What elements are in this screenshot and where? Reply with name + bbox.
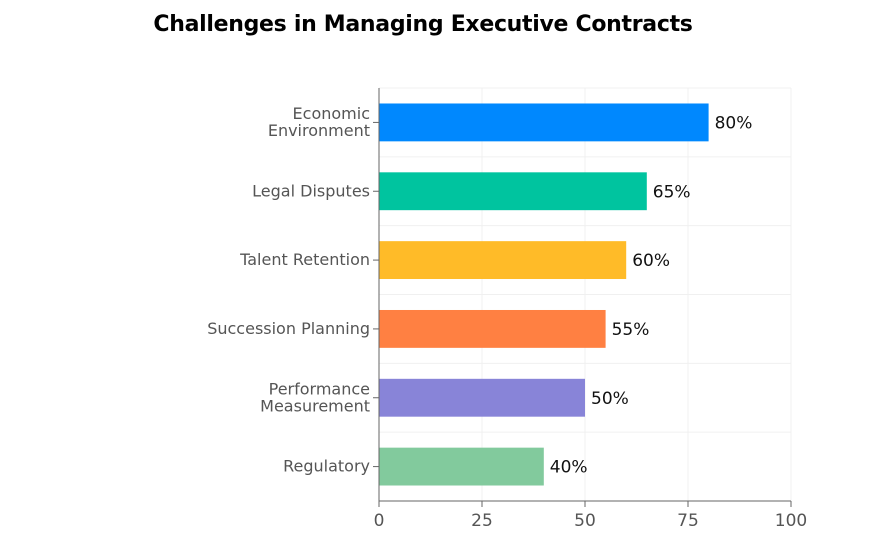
x-tick-label: 50: [574, 511, 596, 531]
category-label-line: Environment: [268, 121, 370, 140]
category-label: Regulatory: [283, 457, 370, 476]
category-label-line: Succession Planning: [207, 319, 370, 338]
category-label-line: Regulatory: [283, 457, 370, 476]
x-tick-label: 0: [374, 511, 385, 531]
x-axis-ticks: 0 25 50 75 100: [374, 501, 807, 531]
category-label: Legal Disputes: [252, 181, 370, 200]
category-label-line: Talent Retention: [239, 250, 370, 269]
category-label: Performance Measurement: [260, 379, 370, 415]
x-tick-label: 100: [775, 511, 807, 531]
data-label: 60%: [632, 251, 670, 271]
y-axis-categories: Economic Environment Legal Disputes Talent …: [207, 104, 370, 476]
data-label: 40%: [550, 458, 588, 478]
data-label: 50%: [591, 389, 629, 409]
bar-economic-environment: [379, 103, 709, 142]
category-label: Economic Environment: [268, 104, 370, 140]
category-label-line: Legal Disputes: [252, 181, 370, 200]
category-label: Talent Retention: [239, 250, 370, 269]
bar-talent-retention: [379, 241, 627, 280]
bar-succession-planning: [379, 309, 606, 348]
data-label: 55%: [612, 320, 650, 340]
bar-legal-disputes: [379, 172, 647, 211]
category-label-line: Performance: [269, 379, 370, 398]
grid-lines: [378, 87, 792, 502]
data-labels: 80% 65% 60% 55% 50% 40%: [550, 113, 753, 477]
data-label: 65%: [653, 182, 691, 202]
bar-regulatory: [379, 447, 544, 486]
category-label-line: Economic: [293, 104, 370, 123]
x-tick-label: 25: [471, 511, 493, 531]
chart-title: Challenges in Managing Executive Contrac…: [153, 12, 693, 37]
bar-performance-measurement: [379, 378, 585, 417]
x-tick-label: 75: [677, 511, 699, 531]
bars: [379, 103, 709, 486]
data-label: 80%: [715, 113, 753, 133]
category-label: Succession Planning: [207, 319, 370, 338]
category-label-line: Measurement: [260, 396, 370, 415]
